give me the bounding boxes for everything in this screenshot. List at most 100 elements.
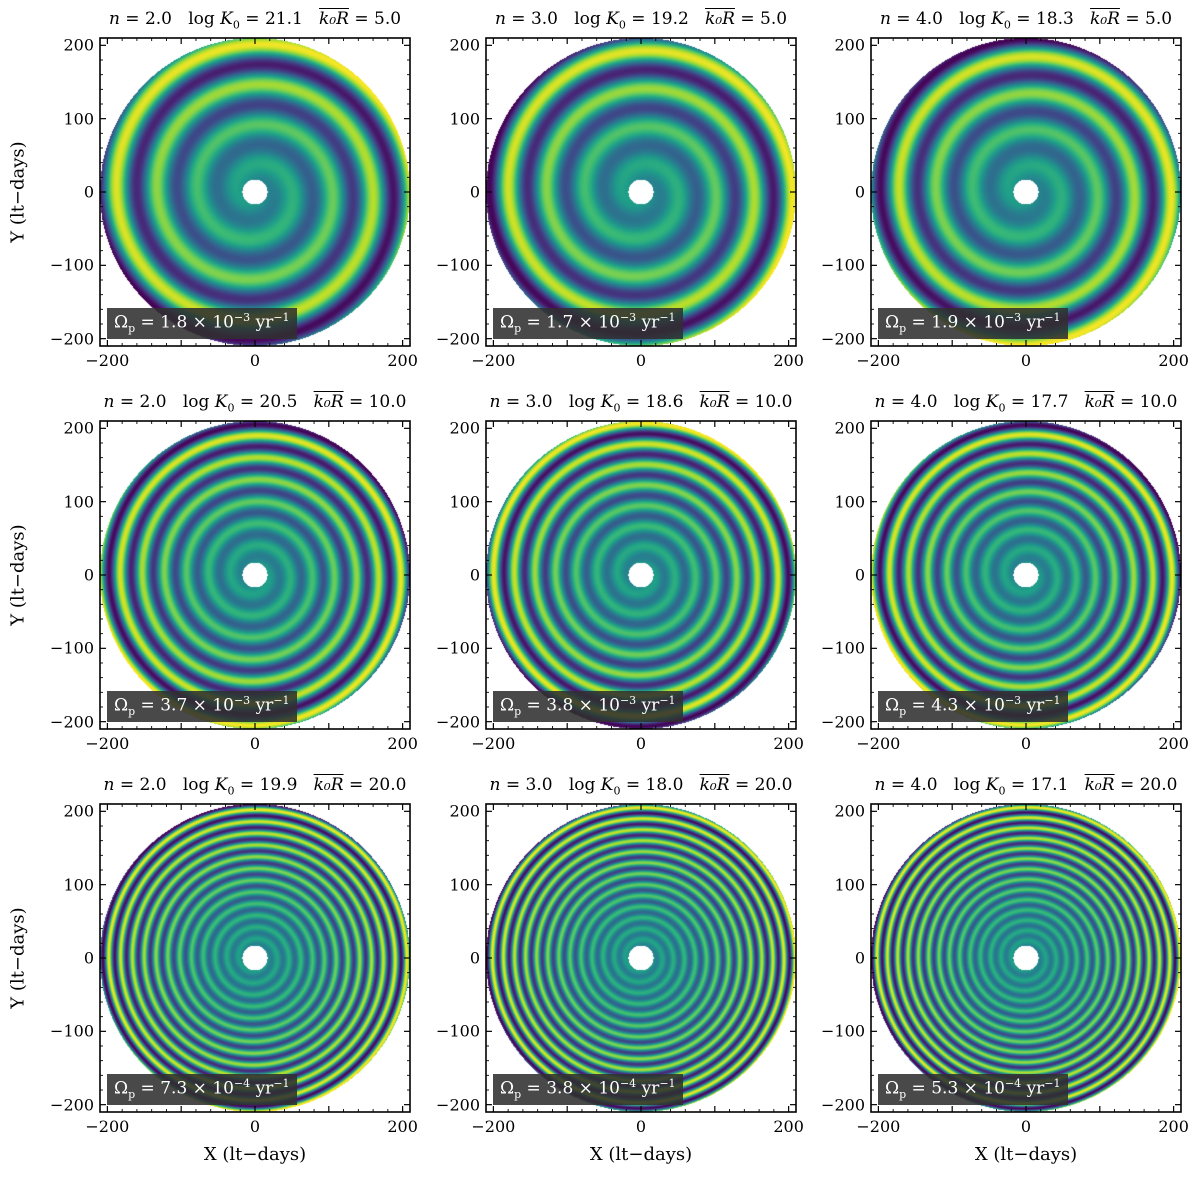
omega-exponent: −3 <box>619 694 637 707</box>
omega-part: −1 <box>659 694 676 707</box>
title-part: K <box>214 392 228 412</box>
omega-part: −1 <box>1044 311 1061 324</box>
title-part <box>303 9 319 29</box>
disk-heatmap-1 <box>100 38 410 346</box>
y-tick-label: 100 <box>449 109 480 129</box>
title-n: 4.0 <box>915 9 944 29</box>
title-part: = <box>500 775 526 795</box>
title-part: n <box>874 392 886 412</box>
omega-unit: yr <box>641 1078 660 1099</box>
title-part: K <box>214 775 228 795</box>
omega-exponent: −3 <box>233 311 251 324</box>
omega-part: × 10 <box>573 1078 620 1099</box>
omega-unit: yr <box>255 1078 274 1099</box>
title-part: 0 <box>613 401 621 415</box>
title-k0r: 20.0 <box>368 775 407 795</box>
omega-exponent: −4 <box>1004 1077 1022 1090</box>
title-part: = <box>729 775 755 795</box>
omega-part: −1 <box>273 1077 290 1090</box>
omega-part: × 10 <box>958 312 1005 333</box>
x-tick-label: −200 <box>85 1117 130 1136</box>
omega-part: Ω <box>500 312 515 333</box>
title-part: 0 <box>613 784 621 798</box>
omega-part: p <box>899 1088 907 1102</box>
title-n: 4.0 <box>910 392 938 412</box>
y-tick-label: 0 <box>469 182 480 202</box>
title-part: log <box>166 392 215 412</box>
ol-k0r: k₀R <box>699 775 730 795</box>
y-tick-label: −200 <box>821 1095 865 1115</box>
title-part: 0 <box>618 18 626 32</box>
y-axis-label: Y (lt−days) <box>7 524 29 626</box>
panel-title: n = 4.0 log K0 = 17.7 k₀R = 10.0 <box>875 392 1178 414</box>
y-tick-label: −200 <box>436 1095 480 1115</box>
y-tick-label: 200 <box>63 418 94 438</box>
x-tick-label: 0 <box>635 734 647 753</box>
omega-part: p <box>899 322 907 336</box>
y-tick-label: −200 <box>436 329 480 349</box>
title-part: n <box>489 775 501 795</box>
y-tick-label: 100 <box>63 109 94 129</box>
title-part: = <box>500 392 526 412</box>
title-k0r: 5.0 <box>760 9 788 29</box>
omega-mantissa: 1.7 <box>546 312 574 333</box>
omega-unit: yr <box>1026 1078 1045 1099</box>
title-logk0: 18.6 <box>645 392 684 412</box>
y-tick-label: 0 <box>83 182 94 202</box>
title-n: 3.0 <box>525 775 553 795</box>
title-logk0: 18.0 <box>645 775 684 795</box>
omega-part: −1 <box>1044 1077 1061 1090</box>
title-part: = <box>734 9 761 29</box>
omega-annotation: Ωp = 3.8 × 10−3 yr−1 <box>493 691 683 723</box>
omega-part: p <box>514 705 522 719</box>
y-tick-label: 200 <box>449 418 480 438</box>
title-n: 4.0 <box>910 775 938 795</box>
omega-part: Ω <box>114 1078 129 1099</box>
omega-part: = <box>906 1078 932 1099</box>
title-part: log <box>937 392 986 412</box>
title-part: n <box>874 775 886 795</box>
omega-part: Ω <box>114 695 129 716</box>
disk-heatmap-5 <box>486 421 796 729</box>
omega-exponent: −3 <box>1004 694 1022 707</box>
omega-part: × 10 <box>187 695 234 716</box>
x-tick-label: 0 <box>635 1117 647 1136</box>
omega-annotation: Ωp = 5.3 × 10−4 yr−1 <box>878 1074 1068 1106</box>
panel-title: n = 4.0 log K0 = 17.1 k₀R = 20.0 <box>875 775 1178 797</box>
y-tick-label: −200 <box>436 712 480 732</box>
omega-unit: yr <box>255 695 274 716</box>
title-part: = <box>343 775 369 795</box>
omega-part: Ω <box>500 1078 515 1099</box>
omega-part: = <box>521 695 547 716</box>
title-k0r: 20.0 <box>754 775 793 795</box>
omega-mantissa: 3.7 <box>160 695 188 716</box>
y-tick-label: −100 <box>50 638 94 658</box>
title-part <box>683 392 699 412</box>
omega-part: −1 <box>1044 694 1061 707</box>
x-tick-label: 0 <box>249 1117 261 1136</box>
title-part: 0 <box>998 401 1006 415</box>
ol-k0r: k₀R <box>313 392 344 412</box>
omega-mantissa: 1.9 <box>931 312 959 333</box>
title-part: log <box>172 9 221 29</box>
title-part: 0 <box>232 18 240 32</box>
y-tick-label: 100 <box>63 875 94 895</box>
disk-heatmap-7 <box>100 804 410 1112</box>
omega-mantissa: 4.3 <box>931 695 959 716</box>
omega-mantissa: 7.3 <box>160 1078 188 1099</box>
title-n: 3.0 <box>525 392 553 412</box>
x-tick-label: 0 <box>249 351 261 370</box>
y-tick-label: −100 <box>821 1021 865 1041</box>
panel-title: n = 4.0 log K0 = 18.3 k₀R = 5.0 <box>880 9 1172 31</box>
y-tick-label: 200 <box>63 35 94 55</box>
title-part: log <box>166 775 215 795</box>
omega-part: Ω <box>885 312 900 333</box>
x-tick-label: 200 <box>1158 734 1189 753</box>
omega-part: p <box>128 705 136 719</box>
title-part: = <box>1010 9 1036 29</box>
omega-part: Ω <box>885 695 900 716</box>
panel-title: n = 3.0 log K0 = 19.2 k₀R = 5.0 <box>495 9 787 31</box>
y-tick-label: −100 <box>436 1021 480 1041</box>
y-tick-label: −100 <box>50 255 94 275</box>
